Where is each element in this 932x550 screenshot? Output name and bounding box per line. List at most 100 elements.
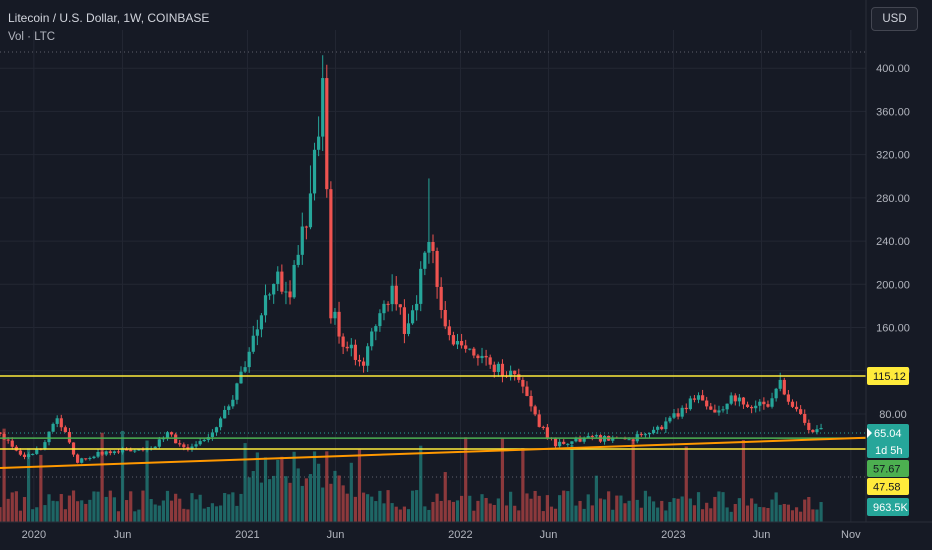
candle-body bbox=[35, 448, 39, 454]
volume-bar bbox=[680, 496, 684, 522]
volume-bar bbox=[223, 493, 227, 522]
volume-legend[interactable]: Vol · LTC bbox=[8, 31, 56, 43]
volume-bar bbox=[492, 504, 496, 522]
candle-body bbox=[553, 437, 558, 447]
currency-button[interactable]: USD bbox=[871, 7, 918, 31]
candle-body bbox=[341, 336, 345, 347]
volume-bar bbox=[480, 494, 484, 522]
candle-body bbox=[353, 344, 357, 360]
volume-bar bbox=[141, 490, 145, 522]
volume-bar bbox=[455, 500, 460, 522]
volume-bar bbox=[125, 500, 129, 522]
drawn-lines[interactable] bbox=[0, 375, 867, 469]
y-tick-label: 280.00 bbox=[876, 193, 910, 205]
volume-bar bbox=[464, 437, 468, 522]
candle-body bbox=[696, 395, 701, 400]
candle-body bbox=[488, 357, 492, 365]
candle-body bbox=[443, 309, 447, 327]
candle-body bbox=[676, 413, 680, 417]
volume-bar bbox=[476, 500, 480, 522]
volume-bar bbox=[668, 501, 672, 522]
volume-bar bbox=[586, 494, 590, 522]
candle-body bbox=[815, 429, 819, 433]
candle-body bbox=[251, 335, 255, 352]
x-tick-label: 2020 bbox=[22, 529, 46, 541]
volume-bar bbox=[402, 506, 407, 522]
candle-body bbox=[578, 438, 582, 442]
candle-body bbox=[22, 454, 27, 458]
volume-bar bbox=[733, 504, 737, 522]
volume-bar bbox=[329, 483, 333, 522]
candle-body bbox=[496, 363, 500, 372]
volume-bar bbox=[284, 476, 288, 522]
volume-bar bbox=[582, 508, 586, 522]
volume-bar bbox=[721, 492, 725, 522]
volume-bar bbox=[353, 496, 357, 522]
volume-bar bbox=[129, 491, 133, 522]
candle-body bbox=[651, 429, 656, 434]
x-tick-label: Nov bbox=[841, 529, 861, 541]
y-tick-label: 160.00 bbox=[876, 323, 910, 335]
candle-body bbox=[664, 421, 668, 430]
candle-body bbox=[533, 406, 537, 415]
volume-bar bbox=[713, 496, 717, 522]
volume-bar bbox=[754, 503, 758, 522]
current-price-arrow bbox=[867, 428, 872, 438]
candle-body bbox=[80, 458, 84, 463]
volume-bar bbox=[410, 490, 415, 522]
volume-bar bbox=[2, 428, 6, 522]
candle-body bbox=[300, 226, 304, 255]
volume-bar bbox=[729, 511, 733, 522]
candle-body bbox=[415, 303, 419, 311]
candle-body bbox=[296, 254, 300, 265]
trend-line bbox=[0, 436, 867, 469]
candle-body bbox=[390, 285, 394, 305]
volume-bar bbox=[321, 487, 325, 522]
candle-body bbox=[590, 436, 594, 438]
candle-body bbox=[639, 434, 643, 436]
volume-bar bbox=[100, 432, 104, 522]
y-tick-label: 400.00 bbox=[876, 63, 910, 75]
candle-body bbox=[120, 449, 125, 453]
y-tick-label: 240.00 bbox=[876, 236, 910, 248]
volume-bar bbox=[47, 494, 51, 522]
volume-bar bbox=[549, 506, 554, 522]
volume-bar bbox=[296, 468, 300, 522]
candle-body bbox=[668, 417, 672, 422]
candle-body bbox=[464, 345, 468, 349]
volume-bar bbox=[361, 492, 366, 522]
candle-body bbox=[790, 401, 795, 407]
volume-bar bbox=[268, 479, 272, 522]
level-tag-115-bg bbox=[867, 367, 909, 386]
volume-bar bbox=[782, 503, 786, 522]
y-tick-label: 320.00 bbox=[876, 150, 910, 162]
candle-body bbox=[737, 397, 741, 402]
volume-bar bbox=[762, 507, 766, 522]
volume-bar bbox=[517, 510, 521, 522]
candle-body bbox=[18, 450, 23, 455]
candle-body bbox=[345, 346, 349, 349]
current-price-tag-bg bbox=[867, 424, 909, 458]
candle-body bbox=[741, 397, 746, 405]
volume-bar bbox=[116, 511, 121, 522]
candle-body bbox=[402, 307, 407, 334]
volume-bar bbox=[6, 498, 10, 522]
volume-bar bbox=[799, 511, 803, 522]
volume-bar bbox=[218, 505, 223, 522]
volume-bar bbox=[251, 471, 255, 522]
candle-body bbox=[423, 252, 427, 269]
volume-bar bbox=[427, 509, 431, 522]
candle-body bbox=[243, 367, 247, 372]
candle-body bbox=[268, 294, 272, 296]
volume-tag: 963.5K bbox=[873, 502, 909, 514]
volume-bar bbox=[725, 507, 729, 522]
symbol-title[interactable]: Litecoin / U.S. Dollar, 1W, COINBASE bbox=[8, 11, 210, 25]
volume-bar bbox=[419, 445, 423, 522]
candle-body bbox=[178, 443, 182, 445]
volume-bar bbox=[325, 451, 329, 522]
candle-body bbox=[0, 432, 2, 435]
volume-bar bbox=[598, 498, 603, 522]
